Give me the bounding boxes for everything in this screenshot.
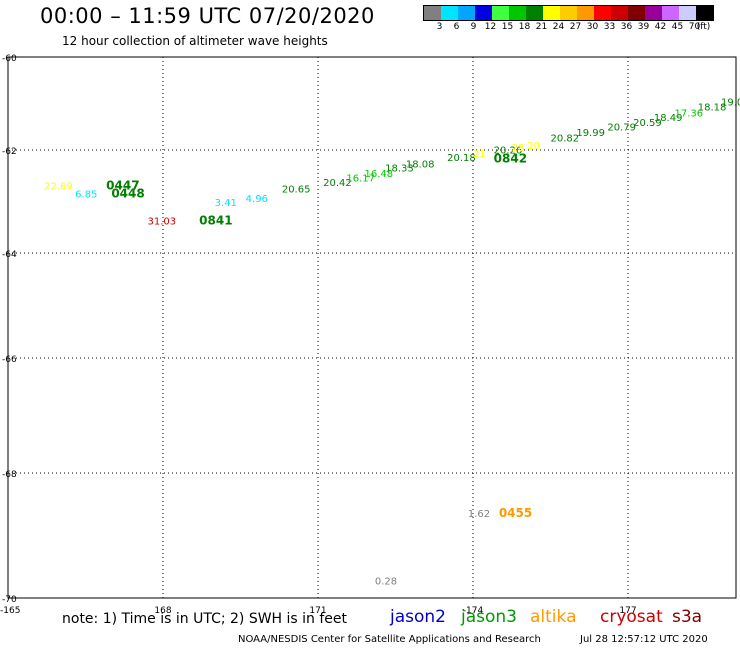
wave-height-label: 21 [473, 149, 486, 160]
colorbar-swatch [577, 6, 594, 20]
satellite-jason2: jason2 [390, 607, 446, 627]
x-tick-label: 177 [619, 606, 636, 616]
wave-height-label: 31.03 [148, 217, 177, 228]
wave-height-label: 18.33 [385, 164, 414, 175]
wave-height-label: 28 [512, 143, 525, 154]
colorbar-swatch [662, 6, 679, 20]
colorbar-swatch [543, 6, 560, 20]
wave-height-label: 22.89 [44, 182, 73, 193]
wave-height-colorbar [423, 5, 714, 21]
colorbar-swatch [492, 6, 509, 20]
satellite-s3a: s3a [672, 607, 703, 627]
colorbar-label: 15 [501, 22, 514, 32]
wave-height-label: 20.59 [633, 118, 662, 129]
wave-height-label: 1.62 [468, 509, 490, 520]
colorbar-label: 9 [470, 22, 477, 32]
x-tick-label: 168 [154, 606, 171, 616]
generation-timestamp: Jul 28 12:57:12 UTC 2020 [580, 634, 708, 645]
y-tick-label: -62 [2, 147, 17, 157]
colorbar-label: 70 [688, 22, 701, 32]
map-title: 00:00 – 11:59 UTC 07/20/2020 [40, 4, 375, 28]
colorbar-swatch [611, 6, 628, 20]
wave-height-label: 20.65 [282, 184, 311, 195]
credit-line: NOAA/NESDIS Center for Satellite Applica… [238, 634, 541, 645]
wave-height-label: 6.85 [75, 190, 97, 201]
pass-time-label: 0448 [111, 187, 144, 201]
map-frame [7, 56, 737, 599]
colorbar-label: 45 [671, 22, 684, 32]
colorbar-swatch [509, 6, 526, 20]
pass-time-label: 0455 [499, 506, 532, 520]
map-subtitle: 12 hour collection of altimeter wave hei… [62, 34, 328, 48]
wave-height-label: 20.42 [323, 178, 352, 189]
x-tick-label: -165 [0, 606, 20, 616]
y-tick-label: -68 [2, 470, 17, 480]
wave-height-label: 18.49 [654, 113, 683, 124]
wave-height-label: 4.96 [246, 194, 268, 205]
pass-time-label: 0842 [494, 151, 527, 165]
colorbar-label: 3 [436, 22, 443, 32]
pass-time-label: 0841 [199, 214, 232, 228]
wave-height-label: 20.18 [447, 153, 476, 164]
satellite-jason3: jason3 [461, 607, 517, 627]
colorbar-swatch [475, 6, 492, 20]
pass-time-label: 0447 [106, 179, 139, 193]
x-tick-label: 171 [309, 606, 326, 616]
colorbar-label: 30 [586, 22, 599, 32]
wave-height-label: 20 [527, 141, 540, 152]
colorbar-swatch [696, 6, 713, 20]
colorbar-label: (ft) [696, 22, 711, 32]
satellite-altika: altika [530, 607, 577, 627]
x-tick-label: -174 [463, 606, 484, 616]
wave-height-label: 20.79 [607, 123, 636, 134]
colorbar-label: 39 [637, 22, 650, 32]
wave-height-label: 20.82 [551, 133, 580, 144]
colorbar-label: 27 [569, 22, 582, 32]
wave-height-label: 18.08 [406, 159, 435, 170]
colorbar-swatch [458, 6, 475, 20]
colorbar-label: 18 [518, 22, 531, 32]
satellite-cryosat: cryosat [600, 607, 663, 627]
wave-height-label: 18.18 [698, 103, 727, 114]
colorbar-swatch [628, 6, 645, 20]
wave-height-label: 16.48 [365, 169, 394, 180]
colorbar-swatch [679, 6, 696, 20]
colorbar-swatch [594, 6, 611, 20]
colorbar-label: 24 [552, 22, 565, 32]
wave-height-label: 3.41 [215, 198, 237, 209]
colorbar-swatch [526, 6, 543, 20]
note-text: note: 1) Time is in UTC; 2) SWH is in fe… [62, 611, 348, 627]
wave-height-label: 20.26 [494, 145, 523, 156]
wave-height-label: 16.17 [346, 173, 375, 184]
wave-height-label: 0.28 [375, 576, 397, 587]
colorbar-swatch [645, 6, 662, 20]
y-tick-label: -66 [2, 355, 17, 365]
y-tick-label: -64 [2, 250, 17, 260]
wave-height-label: 19.02 [721, 98, 740, 109]
colorbar-label: 12 [484, 22, 497, 32]
y-tick-label: -60 [2, 54, 17, 64]
y-tick-label: -70 [2, 595, 17, 605]
colorbar-label: 33 [603, 22, 616, 32]
colorbar-label: 21 [535, 22, 548, 32]
colorbar-swatch [441, 6, 458, 20]
colorbar-label: 42 [654, 22, 667, 32]
wave-height-label: 17.36 [675, 109, 704, 120]
colorbar-swatch [424, 6, 441, 20]
colorbar-label: 36 [620, 22, 633, 32]
colorbar-label: 6 [453, 22, 460, 32]
colorbar-swatch [560, 6, 577, 20]
wave-height-label: 19.99 [576, 128, 605, 139]
